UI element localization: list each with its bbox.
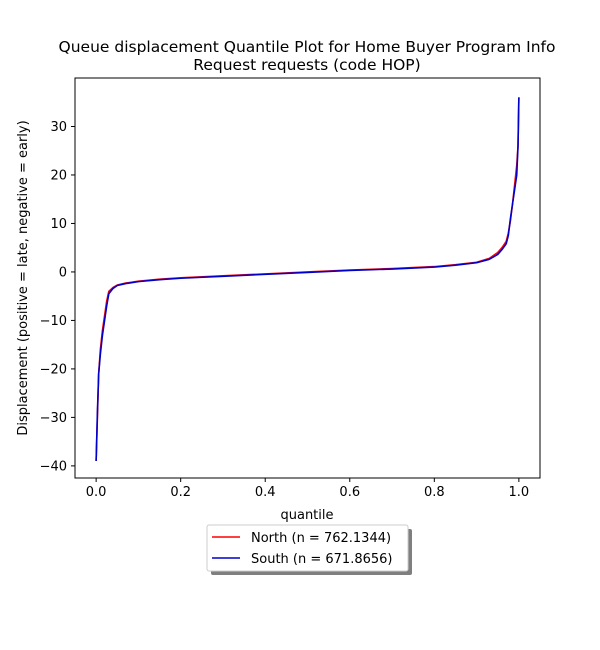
- y-tick-label: −40: [40, 459, 67, 474]
- y-tick-label: 10: [50, 217, 67, 232]
- series-layer: [95, 97, 520, 462]
- chart-title-line-2: Request requests (code HOP): [193, 56, 420, 74]
- series-line-south: [95, 97, 520, 462]
- y-tick-label: 30: [50, 120, 67, 135]
- y-tick-label: 0: [59, 265, 67, 280]
- tick-layer: 0.0 0.2 0.4 0.6 0.8 1.0 −40 −30 −20 −10 0 10 20 30: [40, 120, 530, 500]
- y-tick-label: 20: [50, 168, 67, 183]
- x-tick-label: 0.0: [86, 485, 107, 500]
- chart-title-line-1: Queue displacement Quantile Plot for Hom…: [59, 38, 556, 56]
- y-axis-label: Displacement (positive = late, negative …: [16, 120, 31, 435]
- x-tick-label: 1.0: [509, 485, 530, 500]
- x-tick-label: 0.4: [255, 485, 276, 500]
- plot-area: [74, 77, 541, 479]
- legend: North (n = 762.1344) South (n = 671.8656…: [206, 524, 412, 575]
- x-tick-label: 0.8: [424, 485, 445, 500]
- legend-box: [206, 524, 409, 572]
- y-tick-label: −10: [40, 314, 67, 329]
- y-tick-label: −20: [40, 362, 67, 377]
- legend-label-south: South (n = 671.8656): [251, 552, 392, 567]
- legend-label-north: North (n = 762.1344): [251, 531, 391, 546]
- x-tick-label: 0.6: [339, 485, 360, 500]
- x-axis-label: quantile: [280, 508, 333, 523]
- x-tick-label: 0.2: [170, 485, 191, 500]
- y-tick-label: −30: [40, 411, 67, 426]
